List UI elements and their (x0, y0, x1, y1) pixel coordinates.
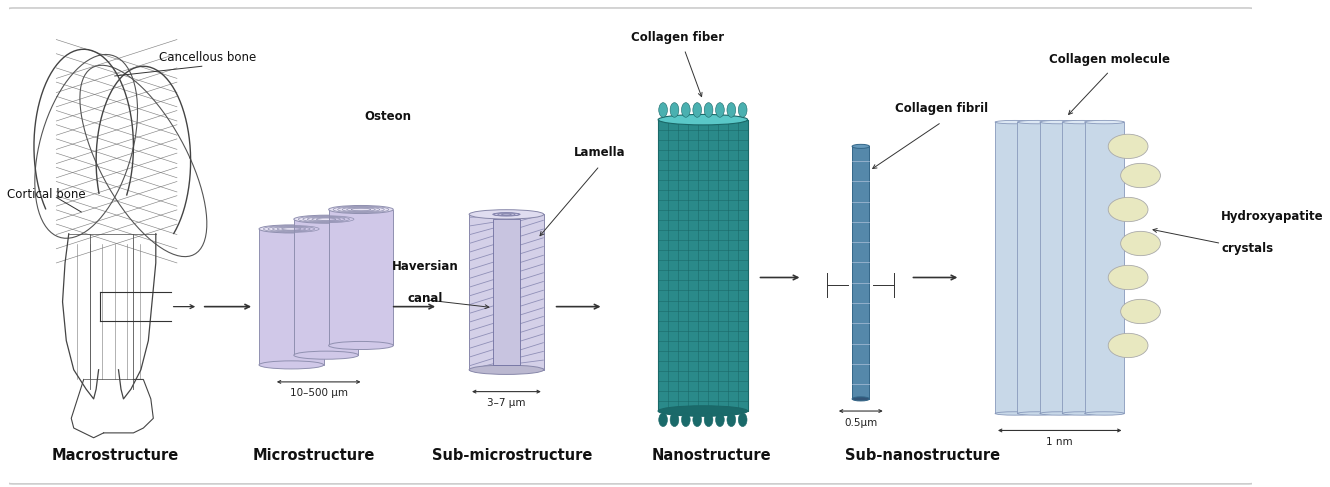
Polygon shape (1040, 122, 1080, 413)
Text: Collagen fiber: Collagen fiber (632, 31, 725, 44)
Ellipse shape (1108, 333, 1148, 357)
Ellipse shape (294, 215, 359, 223)
Ellipse shape (658, 406, 747, 416)
Text: Sub-microstructure: Sub-microstructure (432, 448, 593, 463)
Text: Collagen fibril: Collagen fibril (895, 102, 988, 115)
Ellipse shape (704, 413, 713, 427)
Ellipse shape (716, 103, 725, 117)
Ellipse shape (738, 103, 747, 117)
Text: Hydroxyapatite: Hydroxyapatite (1221, 210, 1323, 224)
Ellipse shape (853, 144, 870, 149)
Ellipse shape (670, 413, 678, 427)
Ellipse shape (1017, 412, 1057, 415)
Ellipse shape (469, 365, 544, 375)
Ellipse shape (294, 351, 359, 359)
Polygon shape (658, 120, 747, 411)
Text: Cortical bone: Cortical bone (7, 188, 85, 202)
Polygon shape (1017, 122, 1057, 413)
Ellipse shape (329, 341, 394, 350)
Ellipse shape (728, 103, 735, 117)
Ellipse shape (693, 103, 701, 117)
Ellipse shape (259, 225, 323, 233)
Text: canal: canal (408, 292, 443, 305)
Ellipse shape (995, 120, 1035, 124)
Text: 1 nm: 1 nm (1047, 437, 1073, 447)
Ellipse shape (658, 114, 747, 125)
Ellipse shape (1063, 120, 1103, 124)
Ellipse shape (738, 413, 747, 427)
Polygon shape (995, 122, 1035, 413)
Ellipse shape (1121, 163, 1161, 187)
FancyBboxPatch shape (7, 8, 1256, 484)
Ellipse shape (1084, 412, 1124, 415)
Text: Osteon: Osteon (364, 110, 412, 123)
Ellipse shape (658, 103, 668, 117)
Ellipse shape (995, 412, 1035, 415)
Ellipse shape (853, 397, 870, 401)
Text: Lamella: Lamella (573, 146, 625, 158)
Polygon shape (329, 209, 394, 345)
Polygon shape (259, 229, 323, 365)
Ellipse shape (681, 413, 690, 427)
Text: Haversian: Haversian (392, 261, 459, 273)
Ellipse shape (658, 413, 668, 427)
Ellipse shape (1121, 300, 1161, 324)
Text: 3–7 μm: 3–7 μm (487, 398, 525, 408)
Ellipse shape (1108, 265, 1148, 290)
Polygon shape (1084, 122, 1124, 413)
Text: Nanostructure: Nanostructure (652, 448, 771, 463)
Text: 10–500 μm: 10–500 μm (290, 389, 347, 398)
Ellipse shape (728, 413, 735, 427)
Text: crystals: crystals (1221, 242, 1274, 255)
Ellipse shape (681, 103, 690, 117)
Polygon shape (294, 219, 359, 355)
Polygon shape (853, 147, 870, 399)
Ellipse shape (1108, 134, 1148, 158)
Ellipse shape (716, 413, 725, 427)
Ellipse shape (1108, 197, 1148, 222)
Ellipse shape (1017, 120, 1057, 124)
Ellipse shape (693, 413, 701, 427)
Polygon shape (1063, 122, 1103, 413)
Text: Collagen molecule: Collagen molecule (1049, 53, 1170, 66)
Ellipse shape (1121, 231, 1161, 256)
Ellipse shape (1040, 120, 1080, 124)
Ellipse shape (492, 213, 520, 216)
Ellipse shape (329, 206, 394, 213)
Text: Cancellous bone: Cancellous bone (160, 51, 257, 64)
Text: Microstructure: Microstructure (253, 448, 375, 463)
Text: 0.5μm: 0.5μm (845, 418, 878, 428)
Ellipse shape (1084, 120, 1124, 124)
Ellipse shape (704, 103, 713, 117)
Ellipse shape (1040, 412, 1080, 415)
Text: Sub-nanostructure: Sub-nanostructure (846, 448, 1000, 463)
Polygon shape (492, 219, 520, 365)
Ellipse shape (259, 361, 323, 369)
Ellipse shape (670, 103, 678, 117)
Text: Macrostructure: Macrostructure (51, 448, 178, 463)
Ellipse shape (1063, 412, 1103, 415)
Ellipse shape (469, 210, 544, 219)
Polygon shape (469, 214, 544, 370)
